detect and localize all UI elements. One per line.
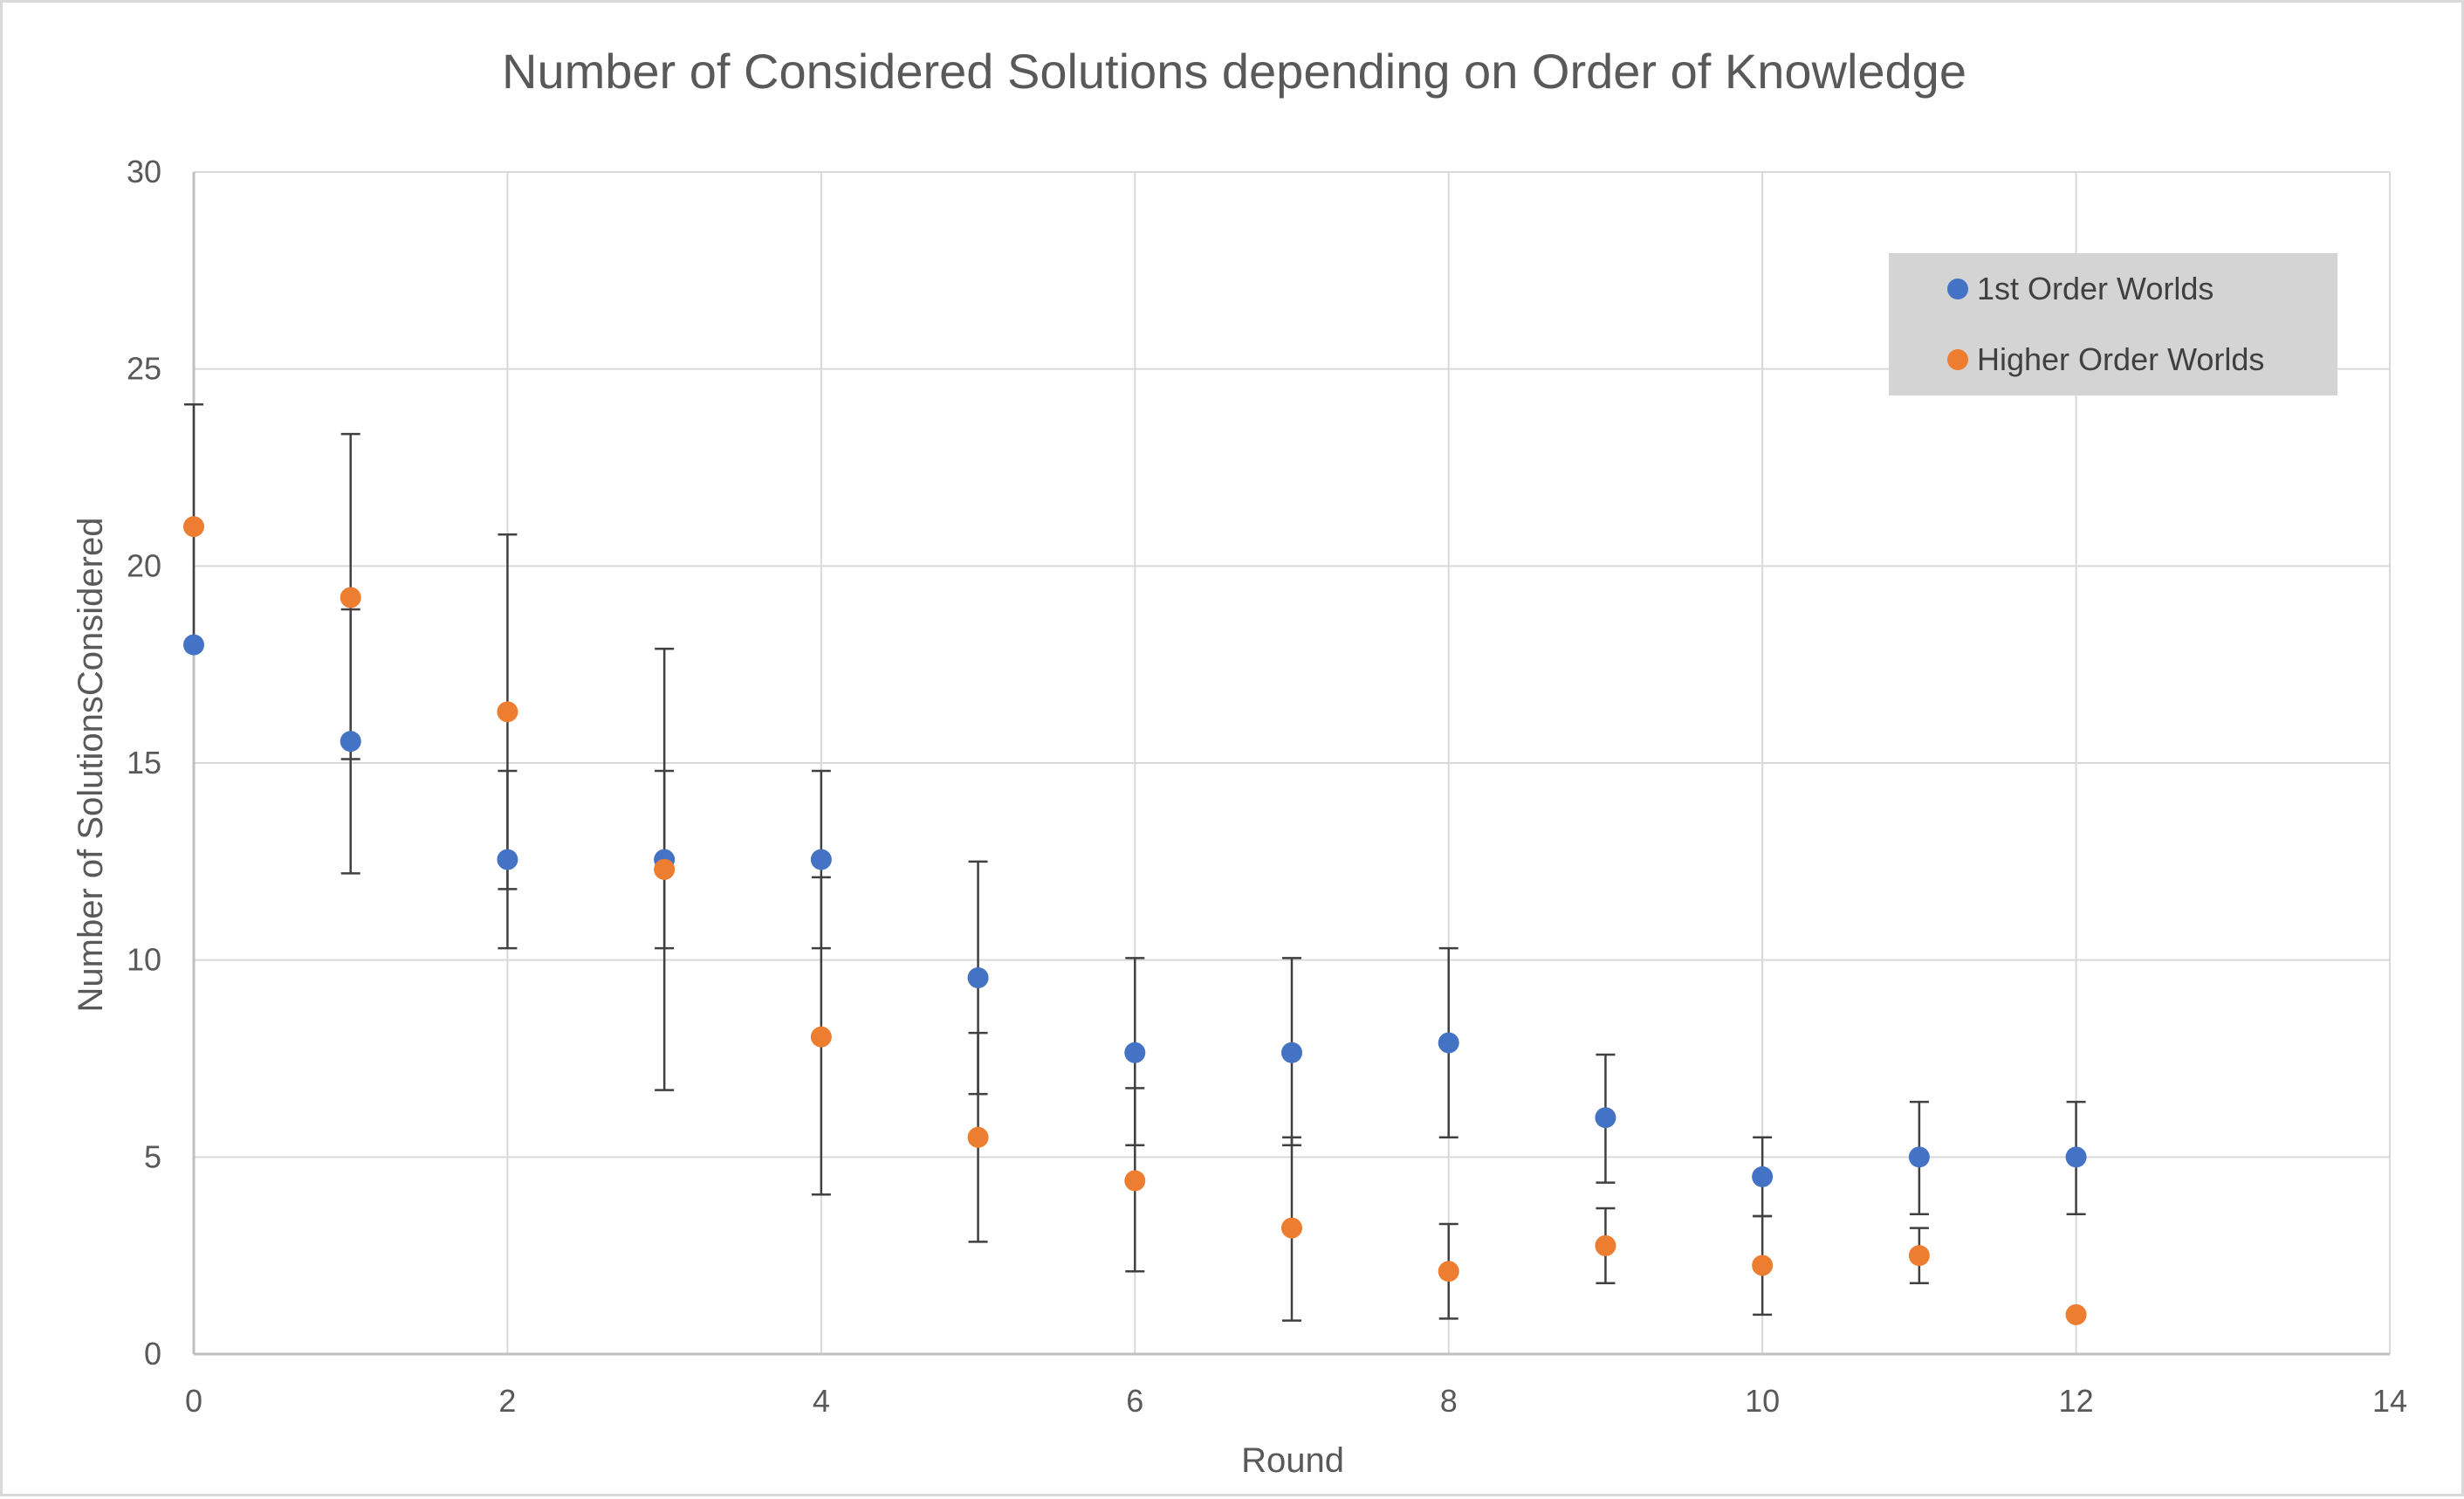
legend-marker-higher-order: [1947, 349, 1968, 370]
x-axis-label: Round: [1241, 1441, 1344, 1480]
data-point-higher-order: [1438, 1261, 1459, 1282]
chart-title: Number of Considered Solutions depending…: [502, 44, 1966, 99]
data-point-higher-order: [497, 701, 518, 723]
y-tick-label: 20: [127, 547, 161, 583]
x-tick-label: 8: [1440, 1383, 1458, 1419]
data-point-1st-order: [497, 849, 518, 870]
data-point-higher-order: [1281, 1217, 1302, 1239]
data-point-1st-order: [810, 849, 832, 870]
data-point-1st-order: [1281, 1042, 1302, 1063]
legend-label-higher-order: Higher Order Worlds: [1977, 341, 2264, 377]
data-point-higher-order: [1752, 1255, 1774, 1276]
y-tick-label: 5: [144, 1138, 161, 1174]
y-tick-label: 30: [127, 154, 161, 189]
tick-labels: 0 5 10 15 20 25 30 0 2 4 6 8 10 12 14: [127, 154, 2407, 1419]
data-point-higher-order: [1908, 1245, 1930, 1267]
data-point-1st-order: [340, 731, 361, 753]
x-tick-label: 4: [813, 1383, 830, 1419]
data-point-1st-order: [1595, 1107, 1616, 1129]
data-point-higher-order: [340, 587, 361, 609]
x-tick-label: 0: [185, 1383, 202, 1419]
data-point-1st-order: [183, 634, 204, 656]
y-axis-label: Number of SolutionsConsidered: [72, 518, 110, 1013]
data-point-1st-order: [1124, 1042, 1146, 1063]
data-point-higher-order: [654, 858, 676, 880]
y-tick-label: 15: [127, 745, 161, 780]
data-point-1st-order: [1908, 1146, 1930, 1168]
data-point-1st-order: [1752, 1166, 1774, 1187]
data-point-1st-order: [2065, 1146, 2087, 1168]
x-tick-label: 6: [1126, 1383, 1143, 1419]
legend: 1st Order Worlds Higher Order Worlds: [1889, 253, 2337, 395]
chart-svg: Number of Considered Solutions depending…: [72, 44, 2407, 1480]
y-tick-label: 25: [127, 351, 161, 387]
x-tick-label: 14: [2372, 1383, 2407, 1419]
axis-layer: [192, 172, 2390, 1356]
data-point-higher-order: [183, 516, 204, 538]
x-tick-label: 12: [2059, 1383, 2094, 1419]
data-point-higher-order: [810, 1026, 832, 1048]
data-point-higher-order: [2065, 1303, 2087, 1325]
data-point-1st-order: [1438, 1032, 1459, 1054]
y-tick-label: 10: [127, 942, 161, 978]
legend-marker-1st-order: [1947, 278, 1968, 299]
data-point-1st-order: [967, 966, 989, 988]
data-point-higher-order: [1595, 1234, 1616, 1256]
y-tick-label: 0: [144, 1336, 161, 1372]
data-points: [183, 516, 2087, 1325]
data-point-higher-order: [967, 1126, 989, 1148]
legend-box: [1889, 253, 2337, 395]
x-tick-label: 10: [1745, 1383, 1780, 1419]
legend-label-1st-order: 1st Order Worlds: [1977, 271, 2213, 306]
data-point-higher-order: [1124, 1170, 1146, 1192]
x-tick-label: 2: [498, 1383, 516, 1419]
